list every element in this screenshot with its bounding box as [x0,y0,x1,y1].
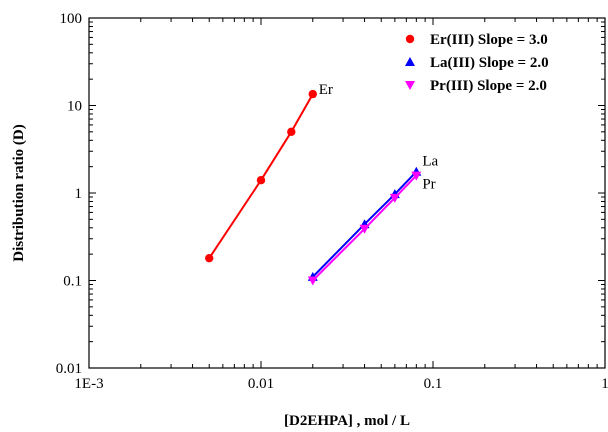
y-tick-label: 10 [67,99,82,115]
series-line [312,174,418,282]
data-point [411,171,422,181]
legend: Er(III) Slope = 3.0 La(III) Slope = 2.0 Pr… [405,32,549,94]
data-point [205,253,214,263]
x-tick-label: 1 [601,376,608,392]
y-tick-label: 1 [75,186,83,202]
data-point [256,176,266,185]
data-point [307,276,318,286]
series-la [307,166,422,281]
series-pr [307,171,422,286]
series-layer [205,89,422,286]
y-axis-title: Distribution ratio (D) [11,124,27,262]
legend-label: La(III) Slope = 2.0 [430,55,549,71]
x-tick-label: 1E-3 [74,376,103,392]
y-tick-label: 0.1 [63,274,82,290]
series-er [205,89,317,263]
legend-marker [405,57,415,66]
data-point [308,89,317,99]
y-tick-label: 100 [60,11,83,27]
data-point [287,127,296,137]
series-label-er: Er [319,82,333,98]
series-line [312,171,418,278]
legend-marker [405,81,415,90]
series-label-pr: Pr [422,177,435,193]
series-label-la: La [422,154,438,170]
legend-label: Pr(III) Slope = 2.0 [430,78,547,94]
series-line [208,93,314,259]
x-axis-title: [D2EHPA] , mol / L [284,413,410,429]
data-point [359,224,370,234]
data-point [389,193,400,203]
x-tick-label: 0.01 [248,376,274,392]
y-tick-label: 0.01 [56,361,82,377]
series-annotations: Er La Pr [319,82,439,193]
legend-label: Er(III) Slope = 3.0 [430,32,548,48]
legend-marker [405,34,415,44]
x-tick-label: 0.1 [424,376,443,392]
